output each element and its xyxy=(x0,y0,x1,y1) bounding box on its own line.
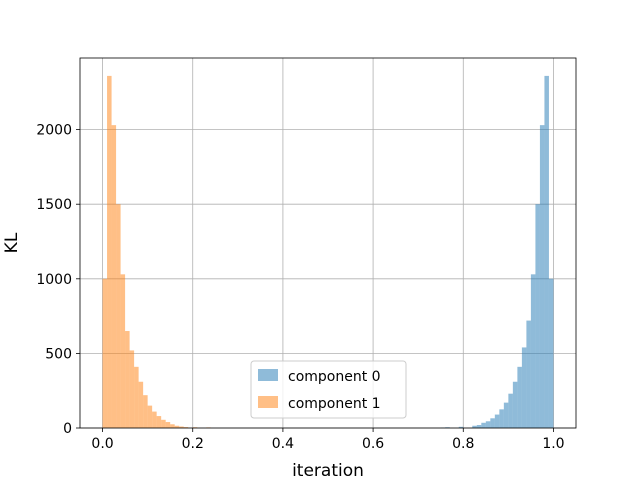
y-tick-label-3: 1500 xyxy=(36,197,72,213)
bar-component-1-16 xyxy=(174,425,180,428)
bar-component-0-12 xyxy=(512,381,518,428)
bar-component-0-18 xyxy=(539,125,545,429)
x-tick-label-5: 1.0 xyxy=(542,436,564,452)
histogram-bars xyxy=(102,75,554,429)
bar-component-1-1 xyxy=(107,75,112,428)
bar-component-0-17 xyxy=(535,204,540,428)
bar-component-1-13 xyxy=(161,419,166,428)
bar-component-0-2 xyxy=(458,426,464,428)
y-tick-label-0: 0 xyxy=(63,421,72,437)
x-tick-label-4: 0.8 xyxy=(452,436,474,452)
bar-component-1-11 xyxy=(152,411,157,428)
bar-component-0-13 xyxy=(517,366,522,428)
y-tick-label-2: 1000 xyxy=(36,272,72,288)
bar-component-0-7 xyxy=(490,418,495,428)
bar-component-0-9 xyxy=(499,409,504,428)
x-axis-ticks: 0.0 0.2 0.4 0.6 0.8 1.0 xyxy=(91,428,565,452)
y-tick-label-1: 500 xyxy=(45,346,72,362)
bar-component-1-7 xyxy=(134,366,139,428)
plot-frame xyxy=(79,57,577,429)
bar-component-1-0 xyxy=(102,278,108,428)
legend-label-component-1: component 1 xyxy=(288,396,381,412)
bar-component-0-16 xyxy=(530,274,536,428)
bar-component-0-20 xyxy=(548,278,554,428)
bar-component-1-5 xyxy=(125,331,130,428)
x-tick-label-2: 0.4 xyxy=(272,436,294,452)
bar-component-0-3 xyxy=(472,425,477,428)
bar-component-0-15 xyxy=(526,320,531,428)
y-axis-label: KL xyxy=(2,232,22,253)
bar-component-1-15 xyxy=(170,424,175,428)
bar-component-1-14 xyxy=(165,422,171,428)
x-tick-label-3: 0.6 xyxy=(362,436,384,452)
bar-component-0-6 xyxy=(485,421,491,428)
legend-label-component-0: component 0 xyxy=(288,369,381,385)
bar-component-0-8 xyxy=(494,414,500,428)
bar-component-0-10 xyxy=(503,402,509,428)
x-axis-label: iteration xyxy=(292,461,364,480)
bar-component-0-14 xyxy=(521,347,527,428)
legend: component 0 component 1 xyxy=(250,360,407,419)
legend-box xyxy=(250,360,407,419)
bar-component-1-8 xyxy=(138,381,144,428)
bar-component-1-18 xyxy=(183,427,189,428)
bar-component-0-4 xyxy=(476,425,482,428)
legend-swatch-component-0 xyxy=(258,369,278,381)
bar-component-1-6 xyxy=(129,350,135,428)
bar-component-1-2 xyxy=(111,125,117,429)
bar-component-0-19 xyxy=(544,75,549,428)
bar-component-1-10 xyxy=(147,405,153,428)
bar-component-1-4 xyxy=(120,274,126,428)
bar-component-0-11 xyxy=(508,393,513,428)
bar-component-0-5 xyxy=(481,422,486,428)
bar-component-1-12 xyxy=(156,416,162,428)
bar-component-1-9 xyxy=(143,395,148,428)
bar-component-1-17 xyxy=(179,426,184,428)
x-tick-label-0: 0.0 xyxy=(91,436,113,452)
x-tick-label-1: 0.2 xyxy=(182,436,204,452)
y-axis-ticks: 0 500 1000 1500 2000 xyxy=(36,123,80,437)
legend-swatch-component-1 xyxy=(258,396,278,408)
y-tick-label-4: 2000 xyxy=(36,123,72,139)
bar-component-1-3 xyxy=(116,204,121,428)
